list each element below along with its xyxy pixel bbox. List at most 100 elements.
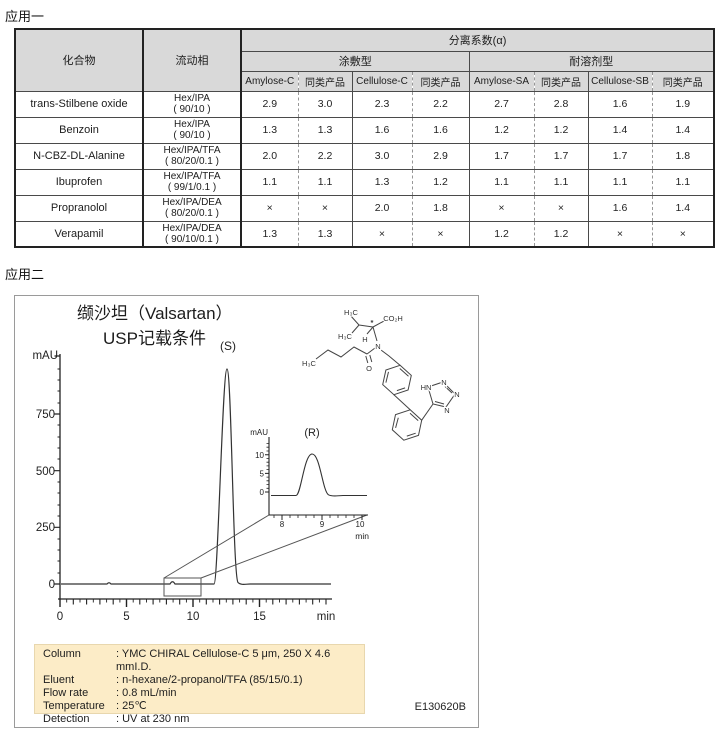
main-y-tick-label: 500 bbox=[36, 466, 55, 478]
table-row: Propranolol Hex/IPA/DEA ( 80/20/0.1 ) × … bbox=[15, 195, 715, 222]
condition-value: : 0.8 mL/min bbox=[116, 686, 177, 699]
main-chromatogram-trace bbox=[61, 368, 331, 585]
inset-y-axis-unit: mAU bbox=[250, 428, 268, 437]
condition-row: Flow rate : 0.8 mL/min bbox=[43, 687, 356, 700]
table-row: Verapamil Hex/IPA/DEA ( 90/10/0.1 ) 1.3 … bbox=[15, 221, 715, 248]
main-x-tick-label: 0 bbox=[57, 611, 63, 623]
structure-tetrazole-hn: HN bbox=[421, 383, 432, 392]
structure-h3c-chain: H₃C bbox=[302, 359, 316, 368]
mobile-phase-solvents: Hex/IPA/TFA bbox=[163, 145, 221, 156]
alpha-value: 2.7 bbox=[469, 91, 535, 118]
alpha-value: 1.4 bbox=[652, 195, 715, 222]
header-group-solvent-resistant: 耐溶剂型 bbox=[469, 51, 715, 72]
mobile-phase-solvents: Hex/IPA bbox=[174, 93, 210, 104]
condition-row: Eluent : n-hexane/2-propanol/TFA (85/15/… bbox=[43, 674, 356, 687]
mobile-phase-solvents: Hex/IPA/TFA bbox=[163, 171, 221, 182]
valsartan-structure bbox=[315, 314, 456, 441]
structure-n-amide: N bbox=[375, 342, 380, 351]
mobile-phase: Hex/IPA/TFA ( 80/20/0.1 ) bbox=[143, 143, 242, 170]
inset-x-tick-label: 9 bbox=[320, 520, 325, 529]
alpha-value: 1.4 bbox=[652, 117, 715, 144]
alpha-value: 1.6 bbox=[588, 195, 653, 222]
chromatogram-figure: mAU 0 250 500 750 0 5 10 15 min (S) bbox=[32, 307, 461, 623]
alpha-value: 1.2 bbox=[469, 117, 535, 144]
condition-label: Column bbox=[43, 648, 81, 660]
structure-co2h: CO₂H bbox=[383, 314, 403, 323]
condition-row: Column : YMC CHIRAL Cellulose-C 5 μm, 25… bbox=[43, 648, 356, 674]
alpha-value: 3.0 bbox=[298, 91, 353, 118]
mobile-phase: Hex/IPA ( 90/10 ) bbox=[143, 117, 242, 144]
inset-y-tick-label: 0 bbox=[260, 488, 265, 497]
main-x-tick-label: 5 bbox=[123, 611, 129, 623]
alpha-value: 1.3 bbox=[352, 169, 413, 196]
main-y-tick-label: 0 bbox=[49, 579, 55, 591]
alpha-value: 1.8 bbox=[412, 195, 470, 222]
zoom-connector-lines bbox=[163, 514, 368, 579]
col-header: Cellulose-SB bbox=[588, 71, 653, 92]
header-compound: 化合物 bbox=[15, 29, 144, 92]
mobile-phase: Hex/IPA ( 90/10 ) bbox=[143, 91, 242, 118]
condition-row: Detection : UV at 230 nm bbox=[43, 713, 356, 726]
alpha-value: 1.1 bbox=[469, 169, 535, 196]
structure-o-carbonyl: O bbox=[366, 364, 372, 373]
alpha-value: 1.4 bbox=[588, 117, 653, 144]
mobile-phase: Hex/IPA/DEA ( 80/20/0.1 ) bbox=[143, 195, 242, 222]
alpha-value: 1.3 bbox=[298, 221, 353, 248]
alpha-value: 2.3 bbox=[352, 91, 413, 118]
alpha-value: 1.2 bbox=[534, 117, 589, 144]
condition-label: Flow rate bbox=[43, 686, 89, 699]
alpha-value: × bbox=[534, 195, 589, 222]
inset-axes bbox=[265, 437, 368, 520]
section-label-application-1: 应用一 bbox=[5, 9, 45, 24]
mobile-phase-solvents: Hex/IPA bbox=[174, 119, 210, 130]
alpha-value: 1.2 bbox=[534, 221, 589, 248]
mobile-phase-ratio: ( 80/20/0.1 ) bbox=[165, 156, 219, 167]
condition-row: Temperature : 25℃ bbox=[43, 700, 356, 713]
main-y-axis-unit: mAU bbox=[32, 350, 58, 362]
compound-name: N-CBZ-DL-Alanine bbox=[15, 143, 144, 170]
table-row: Ibuprofen Hex/IPA/TFA ( 99/1/0.1 ) 1.1 1… bbox=[15, 169, 715, 196]
structure-h3c-mid: H₃C bbox=[338, 332, 352, 341]
alpha-value: 1.6 bbox=[412, 117, 470, 144]
mobile-phase-ratio: ( 80/20/0.1 ) bbox=[165, 208, 219, 219]
alpha-value: 1.1 bbox=[588, 169, 653, 196]
col-header: 同类产品 bbox=[412, 71, 470, 92]
mobile-phase-solvents: Hex/IPA/DEA bbox=[162, 197, 222, 208]
main-y-tick-label: 750 bbox=[36, 409, 55, 421]
peak-r-label: (R) bbox=[304, 427, 319, 439]
col-header: 同类产品 bbox=[298, 71, 353, 92]
alpha-value: 1.7 bbox=[534, 143, 589, 170]
alpha-value: 3.0 bbox=[352, 143, 413, 170]
analysis-conditions-box: Column : YMC CHIRAL Cellulose-C 5 μm, 25… bbox=[34, 644, 365, 725]
alpha-value: 1.7 bbox=[469, 143, 535, 170]
alpha-value: 2.8 bbox=[534, 91, 589, 118]
main-y-tick-label: 250 bbox=[36, 522, 55, 534]
table-row: N-CBZ-DL-Alanine Hex/IPA/TFA ( 80/20/0.1… bbox=[15, 143, 715, 170]
compound-name: Ibuprofen bbox=[15, 169, 144, 196]
header-group-coated: 涂敷型 bbox=[241, 51, 470, 72]
condition-value: : n-hexane/2-propanol/TFA (85/15/0.1) bbox=[116, 673, 303, 686]
separation-factor-table: 化合物 流动相 分离系数(α) 涂敷型 耐溶剂型 Amylose-C 同类产品 … bbox=[14, 28, 716, 248]
table-row: Benzoin Hex/IPA ( 90/10 ) 1.3 1.3 1.6 1.… bbox=[15, 117, 715, 144]
alpha-value: 1.7 bbox=[588, 143, 653, 170]
alpha-value: 1.1 bbox=[652, 169, 715, 196]
condition-label: Eluent bbox=[43, 673, 75, 686]
col-header: 同类产品 bbox=[652, 71, 715, 92]
alpha-value: 2.0 bbox=[241, 143, 299, 170]
condition-label: Detection bbox=[43, 712, 90, 725]
inset-y-tick-label: 5 bbox=[260, 470, 265, 479]
alpha-value: 1.1 bbox=[298, 169, 353, 196]
alpha-value: 2.9 bbox=[241, 91, 299, 118]
alpha-value: 1.6 bbox=[352, 117, 413, 144]
alpha-value: 1.9 bbox=[652, 91, 715, 118]
main-x-tick-label: 15 bbox=[253, 611, 266, 623]
inset-x-tick-label: 10 bbox=[356, 520, 365, 529]
alpha-value: × bbox=[652, 221, 715, 248]
alpha-value: 1.1 bbox=[241, 169, 299, 196]
peak-s-label: (S) bbox=[220, 339, 236, 353]
condition-label: Temperature bbox=[43, 699, 105, 712]
main-axes bbox=[54, 354, 332, 607]
alpha-value: 1.3 bbox=[298, 117, 353, 144]
alpha-value: × bbox=[352, 221, 413, 248]
